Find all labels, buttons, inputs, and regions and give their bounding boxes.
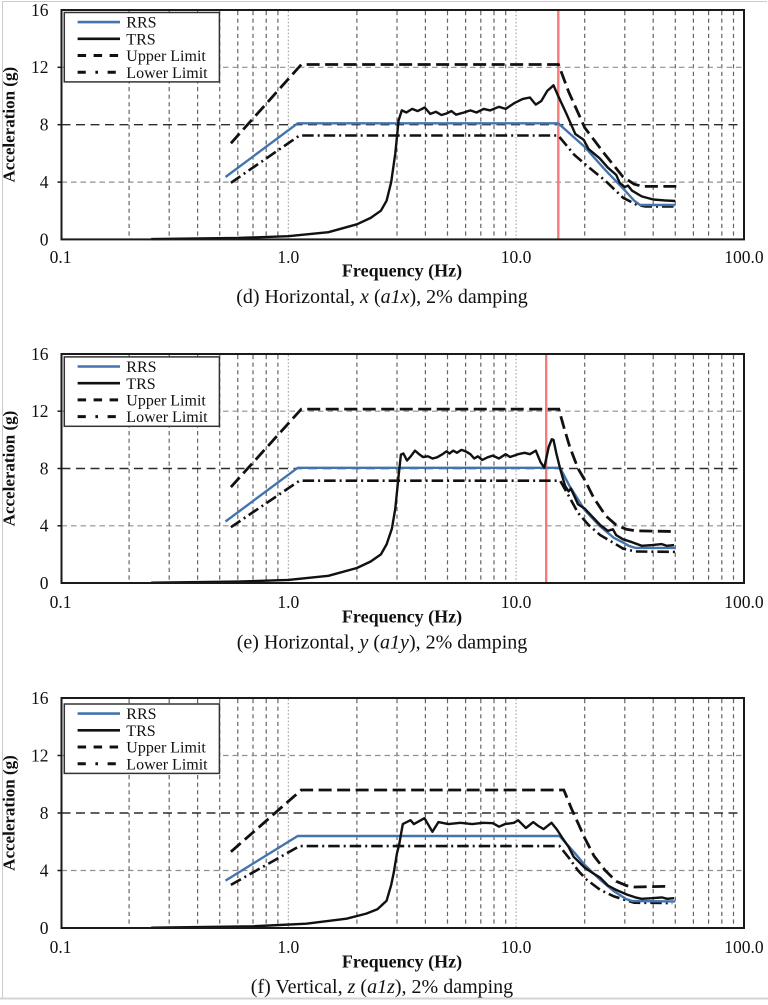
svg-text:Upper Limit: Upper Limit <box>126 740 206 757</box>
svg-text:16: 16 <box>31 0 49 20</box>
svg-text:0: 0 <box>40 229 49 249</box>
svg-text:12: 12 <box>31 57 49 77</box>
svg-text:0.1: 0.1 <box>50 937 72 957</box>
svg-text:Acceleration (g): Acceleration (g) <box>0 67 19 183</box>
svg-text:Upper Limit: Upper Limit <box>126 48 206 65</box>
svg-text:0: 0 <box>40 918 49 938</box>
svg-text:4: 4 <box>40 516 49 536</box>
svg-text:100.0: 100.0 <box>724 247 764 267</box>
svg-text:16: 16 <box>31 344 49 364</box>
svg-text:RRS: RRS <box>126 15 156 32</box>
svg-text:12: 12 <box>31 745 49 765</box>
svg-text:Frequency (Hz): Frequency (Hz) <box>342 260 462 281</box>
svg-text:Frequency (Hz): Frequency (Hz) <box>342 952 462 973</box>
svg-text:TRS: TRS <box>126 723 155 740</box>
svg-text:(d) Horizontal, x (a1x), 2% da: (d) Horizontal, x (a1x), 2% damping <box>236 286 528 308</box>
svg-text:Lower Limit: Lower Limit <box>126 65 208 82</box>
svg-text:16: 16 <box>31 688 49 708</box>
svg-text:Acceleration (g): Acceleration (g) <box>0 755 19 871</box>
svg-text:4: 4 <box>40 860 49 880</box>
svg-text:TRS: TRS <box>126 376 155 393</box>
svg-text:8: 8 <box>40 803 49 823</box>
svg-text:Lower Limit: Lower Limit <box>126 409 208 426</box>
svg-text:1.0: 1.0 <box>277 937 299 957</box>
svg-text:8: 8 <box>40 115 49 135</box>
svg-text:TRS: TRS <box>126 31 155 48</box>
svg-text:0.1: 0.1 <box>50 592 72 612</box>
svg-text:Lower Limit: Lower Limit <box>126 756 208 773</box>
svg-text:10.0: 10.0 <box>501 937 532 957</box>
svg-text:10.0: 10.0 <box>501 592 532 612</box>
svg-text:1.0: 1.0 <box>277 247 299 267</box>
svg-text:(e) Horizontal, y (a1y), 2% da: (e) Horizontal, y (a1y), 2% damping <box>237 632 528 654</box>
svg-text:100.0: 100.0 <box>724 592 764 612</box>
svg-text:8: 8 <box>40 458 49 478</box>
svg-text:Frequency (Hz): Frequency (Hz) <box>342 607 462 628</box>
svg-text:100.0: 100.0 <box>724 937 764 957</box>
svg-text:RRS: RRS <box>126 359 156 376</box>
svg-text:Upper Limit: Upper Limit <box>126 393 206 410</box>
svg-text:10.0: 10.0 <box>501 247 532 267</box>
svg-text:4: 4 <box>40 172 49 192</box>
svg-text:RRS: RRS <box>126 706 156 723</box>
svg-text:0: 0 <box>40 573 49 593</box>
svg-text:(f) Vertical, z (a1z), 2% damp: (f) Vertical, z (a1z), 2% damping <box>251 976 513 998</box>
svg-text:0.1: 0.1 <box>50 247 72 267</box>
svg-text:12: 12 <box>31 401 49 421</box>
svg-text:Acceleration (g): Acceleration (g) <box>0 411 19 527</box>
svg-text:1.0: 1.0 <box>277 592 299 612</box>
